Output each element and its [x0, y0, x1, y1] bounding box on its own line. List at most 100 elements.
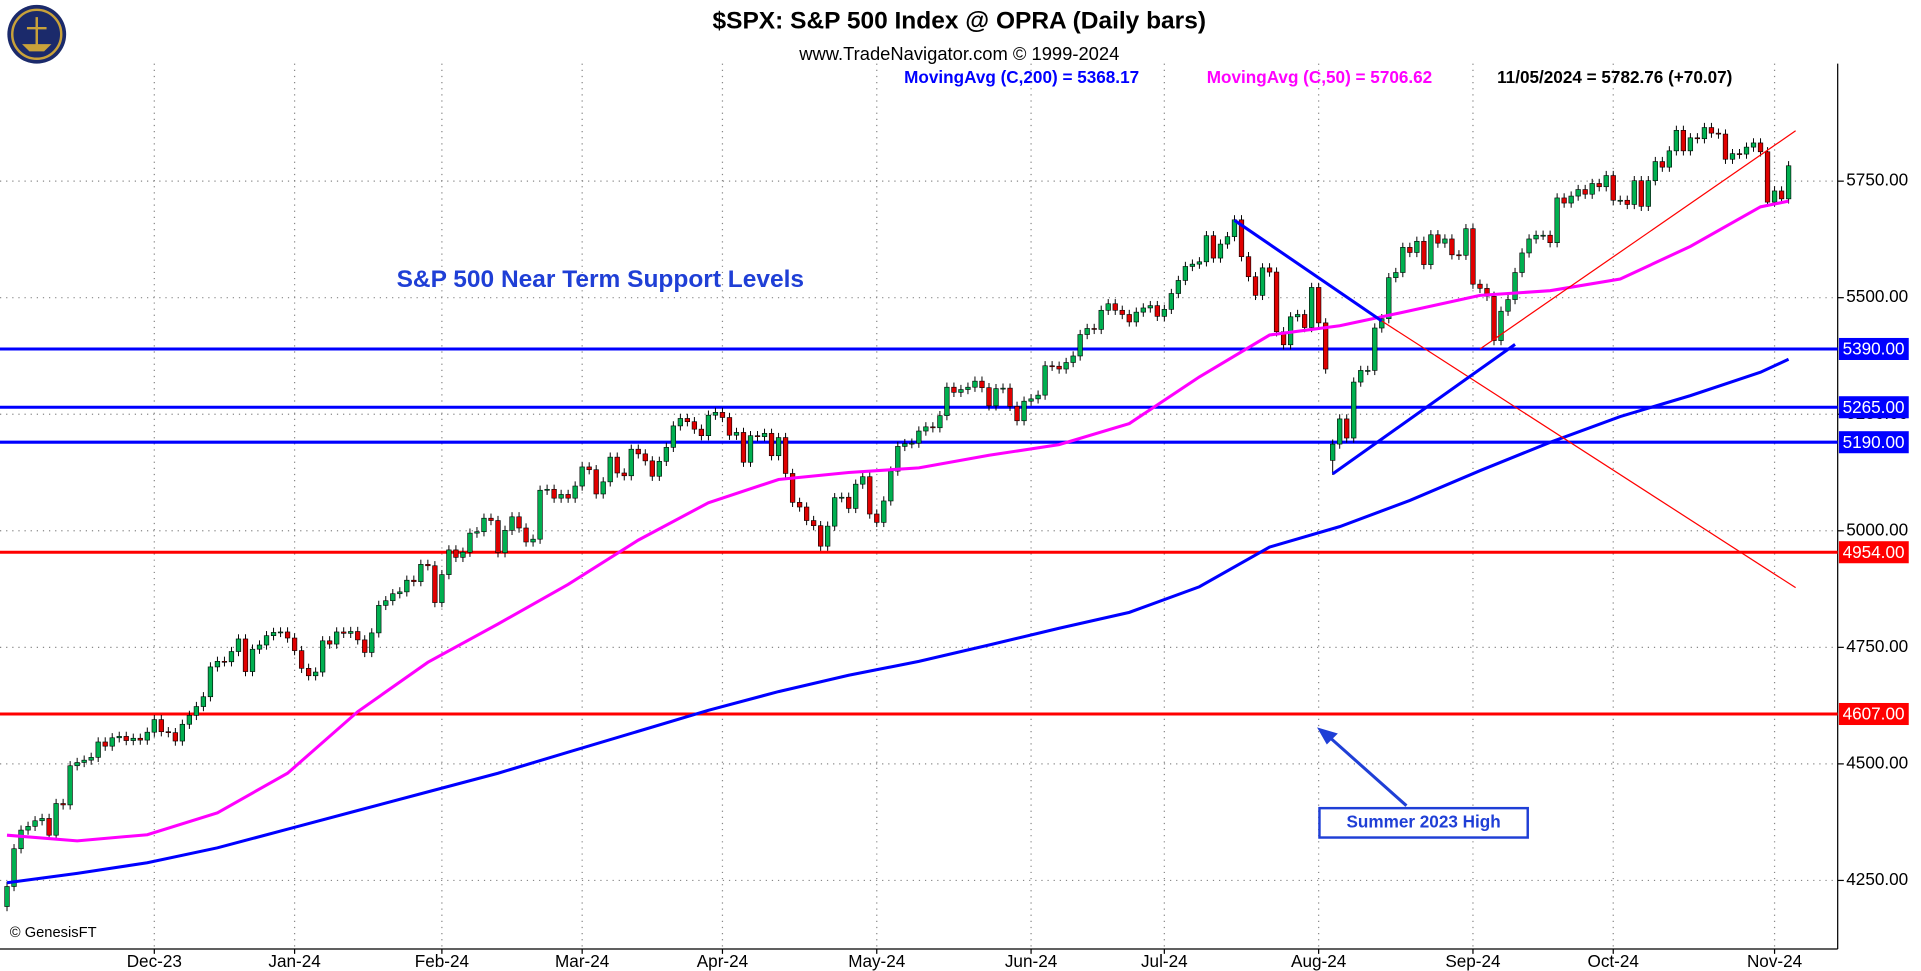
candle-body [1393, 272, 1399, 278]
level-label-box [1838, 337, 1909, 360]
x-tick-label: Jan-24 [268, 951, 321, 971]
candle-body [1561, 197, 1567, 204]
candle-body [789, 473, 796, 503]
candle-body [1168, 293, 1174, 310]
candle-body [509, 516, 515, 531]
candle-body [586, 466, 592, 471]
candle-body [418, 564, 424, 582]
candle-body [1337, 418, 1343, 445]
candle-body [1028, 398, 1034, 402]
candle-body [1056, 365, 1062, 370]
candle-body [313, 671, 319, 677]
candle-body [958, 389, 964, 393]
candle-body [320, 640, 326, 673]
candle-body [130, 737, 136, 741]
candle-body [1449, 238, 1455, 256]
candle-body [256, 644, 263, 650]
candle-body [1785, 165, 1792, 200]
candle-body [1203, 235, 1210, 263]
candle-body [362, 639, 368, 653]
annotation: S&P 500 Near Term Support Levels [397, 266, 804, 293]
candle-body [1372, 327, 1378, 371]
candle-body [1126, 314, 1132, 323]
candle-body [768, 433, 775, 457]
candle-body [1463, 228, 1469, 256]
candle-body [1154, 305, 1160, 317]
candle-body [733, 432, 740, 436]
moving-average [6, 357, 1790, 885]
candle-body [600, 481, 606, 495]
candle-body [348, 631, 354, 634]
candle-body [782, 437, 789, 474]
level-label-box [1838, 431, 1909, 454]
candle-body [1428, 234, 1434, 265]
candle-body [1323, 322, 1329, 370]
candle-body [565, 494, 571, 499]
candle-body [937, 415, 943, 429]
candle-body [544, 488, 550, 491]
candle-body [593, 469, 599, 495]
candle-body [53, 803, 59, 836]
candle-body [341, 631, 347, 634]
candle-body [1470, 228, 1476, 285]
candle-body [263, 635, 270, 646]
candle-body [474, 531, 480, 534]
candle-body [993, 388, 999, 407]
candle-body [46, 818, 52, 836]
candle-body [495, 520, 501, 554]
x-tick-label: May-24 [848, 951, 906, 971]
candle-body [796, 502, 803, 508]
candle-body [1035, 394, 1041, 400]
x-tick-label: Jul-24 [1141, 951, 1188, 971]
candle-body [930, 426, 936, 429]
candle-body [1491, 295, 1497, 341]
candle-body [1365, 370, 1371, 372]
legend-entry: MovingAvg (C,200) = 5368.17 [904, 67, 1139, 87]
y-tick-label: 5750.00 [1846, 170, 1908, 190]
y-tick-label: 4250.00 [1846, 869, 1908, 889]
candle-body [284, 631, 291, 639]
candle-body [383, 600, 389, 606]
candle-body [1098, 309, 1104, 330]
x-tick-label: Oct-24 [1588, 951, 1640, 971]
candle-body [677, 418, 683, 427]
candle-body [207, 666, 214, 698]
candle-body [1266, 267, 1273, 273]
candle-body [860, 476, 866, 485]
candle-body [481, 517, 487, 533]
candle-body [1112, 303, 1118, 311]
candle-body [1778, 190, 1785, 200]
candle-body [579, 466, 585, 487]
candle-body [242, 638, 249, 672]
candle-body [1435, 234, 1441, 244]
candle-body [1722, 133, 1729, 160]
candle-body [1764, 151, 1771, 203]
x-tick-label: Mar-24 [555, 951, 610, 971]
candle-body [376, 605, 382, 634]
candle-body [228, 651, 235, 663]
candle-body [1673, 130, 1679, 152]
candle-body [179, 723, 185, 742]
candle-body [1238, 219, 1245, 257]
candle-body [74, 762, 80, 767]
candle-body [1638, 180, 1644, 207]
candle-body [1631, 180, 1637, 205]
candle-body [1547, 234, 1553, 243]
candle-body [712, 412, 719, 416]
candle-body [1217, 243, 1224, 259]
candle-body [327, 640, 333, 645]
candle-body [1617, 199, 1623, 202]
candle-body [200, 696, 207, 707]
candle-body [986, 387, 992, 407]
candle-body [81, 759, 87, 763]
candle-body [1084, 328, 1090, 335]
candle-body [1386, 277, 1392, 319]
candle-body [951, 386, 957, 393]
candle-body [158, 719, 164, 733]
candle-body [1259, 267, 1266, 296]
candle-body [1456, 254, 1462, 257]
candle-body [144, 731, 150, 741]
candle-body [397, 591, 403, 595]
candle-body [1589, 183, 1595, 195]
candle-body [614, 456, 620, 474]
